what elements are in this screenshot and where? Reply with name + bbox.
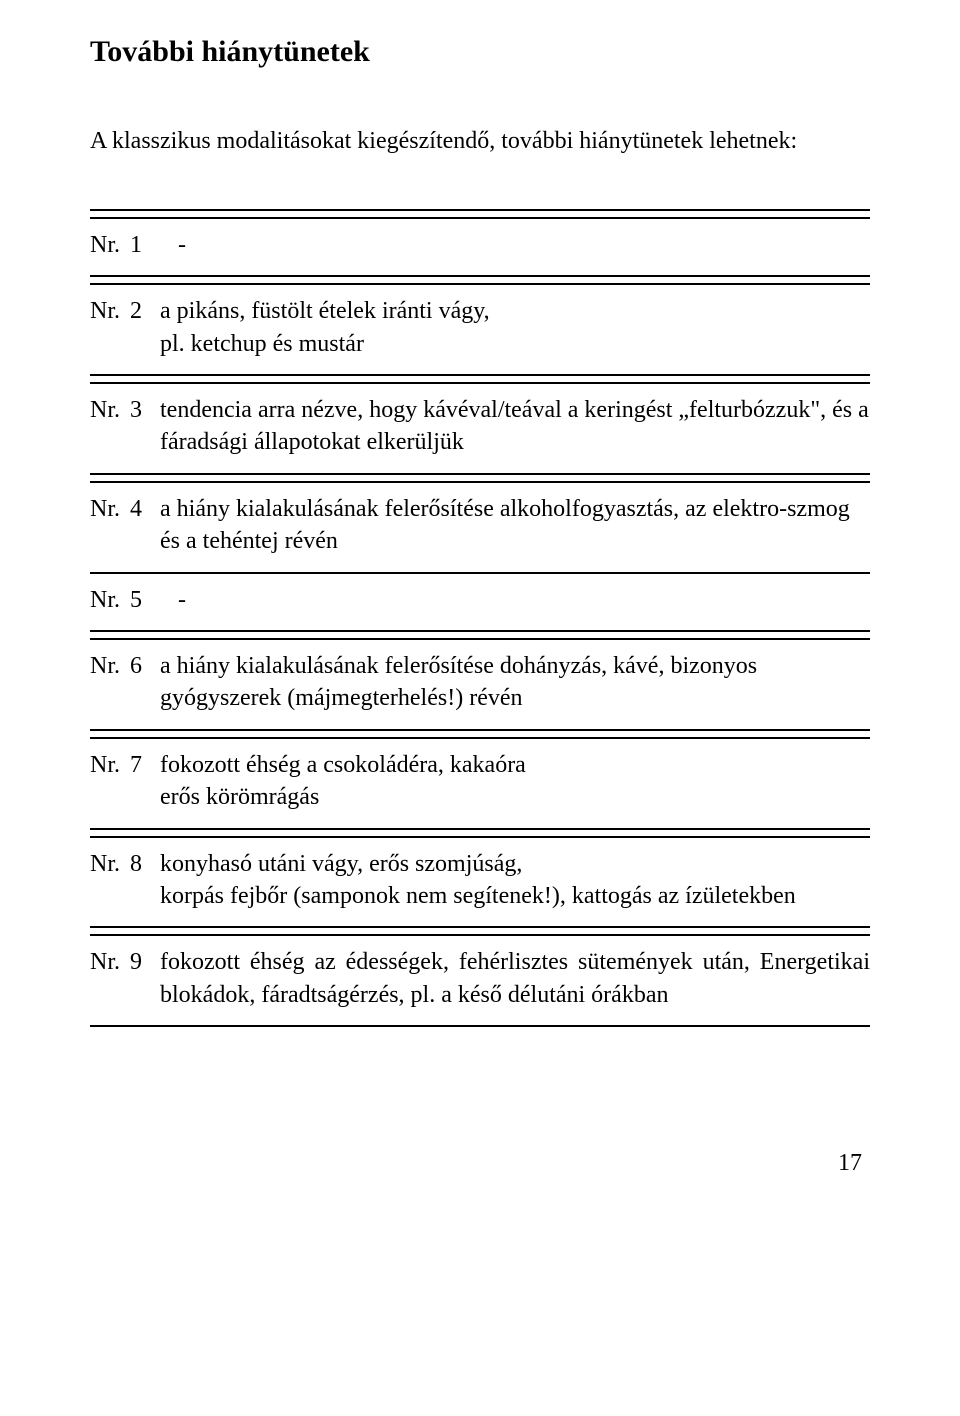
row-description: fokozott éhség a csokoládéra, kakaóra er… <box>160 749 870 814</box>
nr-number: 5 <box>130 584 160 616</box>
nr-label: Nr. <box>90 229 130 261</box>
nr-label: Nr. <box>90 493 130 525</box>
nr-label: Nr. <box>90 295 130 327</box>
nr-number: 6 <box>130 650 160 682</box>
nr-number: 4 <box>130 493 160 525</box>
nr-number: 8 <box>130 848 160 880</box>
table-row: Nr. 1 - <box>90 217 870 277</box>
row-description: konyhasó utáni vágy, erős szomjúság, kor… <box>160 848 870 913</box>
section-title: További hiánytünetek <box>90 32 870 73</box>
nr-number: 2 <box>130 295 160 327</box>
page-number: 17 <box>90 1147 870 1179</box>
nr-number: 9 <box>130 946 160 978</box>
row-description: a hiány kialakulásának felerősítése dohá… <box>160 650 870 715</box>
nr-label: Nr. <box>90 650 130 682</box>
row-description: fokozott éhség az édességek, fehérliszte… <box>160 946 870 1011</box>
table-row: Nr. 2 a pikáns, füstölt ételek iránti vá… <box>90 283 870 376</box>
nr-label: Nr. <box>90 749 130 781</box>
nr-number: 1 <box>130 229 160 261</box>
table-row: Nr. 7 fokozott éhség a csokoládéra, kaka… <box>90 737 870 830</box>
nr-number: 3 <box>130 394 160 426</box>
nr-label: Nr. <box>90 946 130 978</box>
row-description: a hiány kialakulásának felerősítése alko… <box>160 493 870 558</box>
row-description: a pikáns, füstölt ételek iránti vágy, pl… <box>160 295 870 360</box>
nr-label: Nr. <box>90 848 130 880</box>
row-description: tendencia arra nézve, hogy kávéval/teáva… <box>160 394 870 459</box>
row-description: - <box>160 229 870 261</box>
nr-label: Nr. <box>90 394 130 426</box>
table-row: Nr. 9 fokozott éhség az édességek, fehér… <box>90 934 870 1027</box>
row-description: - <box>160 584 870 616</box>
nr-label: Nr. <box>90 584 130 616</box>
table-row: Nr. 8 konyhasó utáni vágy, erős szomjúsá… <box>90 836 870 929</box>
nr-number: 7 <box>130 749 160 781</box>
intro-paragraph: A klasszikus modalitásokat kiegészítendő… <box>90 125 870 157</box>
table-row: Nr. 3 tendencia arra nézve, hogy kávéval… <box>90 382 870 475</box>
table-row: Nr. 5 - <box>90 574 870 632</box>
table-row: Nr. 4 a hiány kialakulásának felerősítés… <box>90 481 870 574</box>
table-row: Nr. 6 a hiány kialakulásának felerősítés… <box>90 638 870 731</box>
top-divider <box>90 209 870 211</box>
